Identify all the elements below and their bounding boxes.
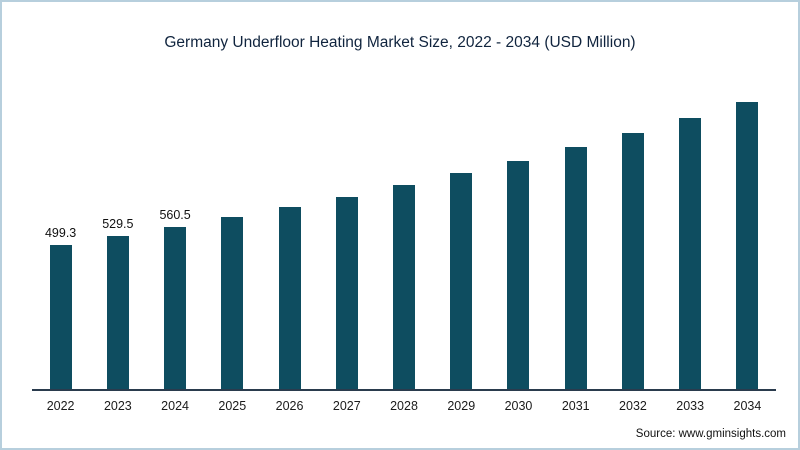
bar — [278, 207, 301, 389]
x-tick-label: 2027 — [332, 399, 361, 413]
bar-column: 529.5 2023 — [89, 94, 146, 413]
bar — [221, 217, 244, 389]
x-tick-label: 2023 — [103, 399, 132, 413]
bar-column: 2034 — [719, 94, 776, 413]
x-tick-label: 2034 — [733, 399, 762, 413]
bar-column: 2025 — [204, 94, 261, 413]
plot-area: 499.3 2022 529.5 2023 560.5 2024 2025 2026 2027 2… — [32, 94, 776, 413]
bar-column: 2029 — [433, 94, 490, 413]
bar-column: 2031 — [547, 94, 604, 413]
bar-column: 2027 — [318, 94, 375, 413]
bar — [450, 173, 473, 389]
bar — [49, 245, 72, 389]
bar-value-label: 529.5 — [102, 217, 134, 231]
bar — [335, 197, 358, 389]
bar-column: 2033 — [662, 94, 719, 413]
bar-value-label: 560.5 — [159, 208, 191, 222]
bar-column: 2026 — [261, 94, 318, 413]
x-tick-label: 2032 — [619, 399, 647, 413]
x-tick-label: 2025 — [218, 399, 247, 413]
x-tick-label: 2031 — [561, 399, 590, 413]
x-tick-label: 2028 — [390, 399, 418, 413]
x-tick-label: 2029 — [447, 399, 476, 413]
chart-title: Germany Underfloor Heating Market Size, … — [164, 34, 636, 51]
bar — [621, 133, 644, 389]
bar-column: 2030 — [490, 94, 547, 413]
bar — [736, 102, 759, 389]
bar — [507, 161, 530, 389]
bar — [679, 118, 702, 389]
x-tick-label: 2026 — [275, 399, 304, 413]
x-tick-label: 2022 — [46, 399, 75, 413]
bar — [106, 236, 129, 389]
bar — [564, 147, 587, 389]
bar — [393, 185, 416, 389]
bar-column: 2032 — [604, 94, 661, 413]
bar-value-label: 499.3 — [44, 226, 77, 240]
bar-column: 499.3 2022 — [32, 94, 89, 413]
bar-column: 560.5 2024 — [146, 94, 203, 413]
bar-column: 2028 — [375, 94, 432, 413]
x-tick-label: 2030 — [504, 399, 533, 413]
x-tick-label: 2033 — [676, 399, 705, 413]
bar — [164, 227, 187, 389]
source-text: Source: www.gminsights.com — [635, 428, 786, 440]
x-tick-label: 2024 — [161, 399, 189, 413]
